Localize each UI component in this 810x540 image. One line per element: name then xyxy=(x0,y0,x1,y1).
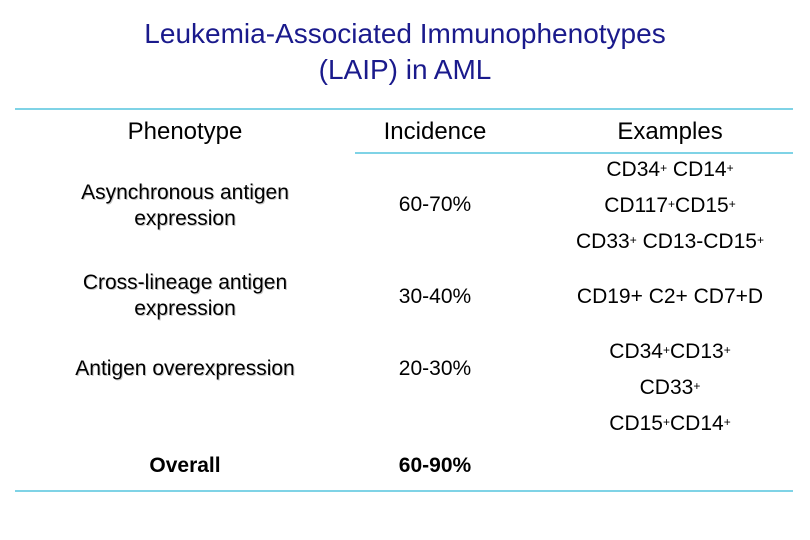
example-line: CD33+ xyxy=(639,376,701,399)
header-bottom-rule xyxy=(355,152,793,154)
header-incidence: Incidence xyxy=(383,118,487,145)
examples-cell: CD34+CD13+ CD33+ CD15+CD14+ xyxy=(540,334,800,442)
examples-cell: CD34+ CD14+ CD117+CD15+ CD33+ CD13-CD15+ xyxy=(540,152,800,260)
title-line-1: Leukemia-Associated Immunophenotypes xyxy=(144,18,666,49)
slide-title: Leukemia-Associated Immunophenotypes (LA… xyxy=(0,16,810,88)
incidence-cell: 60-70% xyxy=(398,193,472,216)
incidence-cell: 30-40% xyxy=(398,285,472,308)
phenotype-cell: Cross-lineage antigen expression xyxy=(40,270,330,322)
example-line: CD15+CD14+ xyxy=(609,412,731,435)
phenotype-cell: Antigen overexpression xyxy=(75,357,295,380)
phenotype-line: Cross-lineage antigen xyxy=(82,271,288,294)
phenotype-line: Asynchronous antigen xyxy=(81,181,289,204)
example-line: CD34+ CD14+ xyxy=(606,158,734,181)
header-phenotype: Phenotype xyxy=(127,118,243,145)
example-line: CD34+CD13+ xyxy=(609,340,731,363)
incidence-cell: 20-30% xyxy=(398,357,472,380)
header-examples: Examples xyxy=(617,118,723,145)
example-line: CD117+CD15+ xyxy=(604,194,736,217)
phenotype-cell: Overall xyxy=(149,454,221,477)
example-line: CD33+ CD13-CD15+ xyxy=(576,230,764,253)
phenotype-cell: Asynchronous antigen expression xyxy=(40,180,330,232)
table-bottom-rule xyxy=(15,490,793,492)
examples-cell: CD19+ C2+ CD7+D xyxy=(576,285,764,308)
phenotype-line: expression xyxy=(134,297,236,320)
incidence-cell: 60-90% xyxy=(398,454,472,477)
header-top-rule xyxy=(15,108,793,110)
phenotype-line: expression xyxy=(134,207,236,230)
title-line-2: (LAIP) in AML xyxy=(318,54,492,85)
